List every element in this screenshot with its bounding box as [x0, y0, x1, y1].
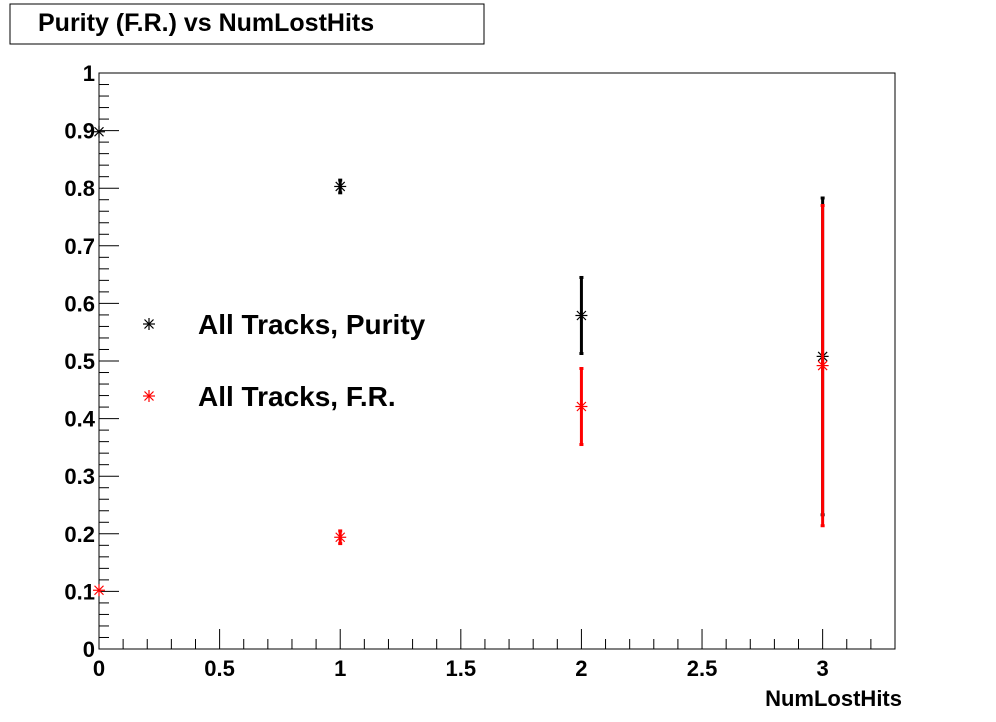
- x-tick-label: 2: [575, 656, 587, 681]
- y-tick-label: 0.6: [64, 291, 95, 316]
- chart-title-frame: [9, 3, 485, 45]
- y-tick-label: 0.5: [64, 349, 95, 374]
- data-point: [334, 531, 347, 544]
- y-tick-label: 0.2: [64, 522, 95, 547]
- x-tick-label: 0.5: [204, 656, 235, 681]
- data-point: [93, 584, 105, 597]
- plot-frame: [98, 72, 896, 650]
- x-tick-label: 1.5: [446, 656, 477, 681]
- y-tick-label: 0.4: [64, 407, 95, 432]
- y-tick-label: 0.9: [64, 119, 95, 144]
- data-point: [575, 400, 588, 413]
- legend: All Tracks, Purity All Tracks, F.R.: [143, 309, 426, 412]
- data-point: [575, 309, 588, 322]
- chart-title-box: Purity (F.R.) vs NumLostHits: [9, 3, 485, 45]
- y-tick-label: 0.8: [64, 176, 95, 201]
- data-point: [334, 180, 347, 193]
- x-tick-label: 1: [334, 656, 346, 681]
- legend-label-fr: All Tracks, F.R.: [198, 381, 396, 412]
- x-axis: 0 0.5 1 1.5 2 2.5 3: [93, 629, 896, 681]
- y-tick-label: 1: [83, 61, 95, 86]
- y-tick-label: 0.1: [64, 579, 95, 604]
- y-axis: 0 0.1 0.2 0.3 0.4 0.5 0.6 0.7 0.8 0.9 1: [64, 61, 119, 662]
- series-1: [93, 203, 829, 597]
- data-point: [816, 359, 829, 372]
- legend-asterisk: [143, 318, 155, 330]
- legend-marker-fr: [143, 390, 155, 402]
- legend-label-purity: All Tracks, Purity: [198, 309, 426, 340]
- legend-marker-purity: [143, 318, 155, 330]
- legend-asterisk: [143, 390, 155, 402]
- y-tick-label: 0.7: [64, 234, 95, 259]
- x-tick-label: 0: [93, 656, 105, 681]
- y-tick-label: 0: [83, 637, 95, 662]
- x-axis-label: NumLostHits: [765, 686, 902, 711]
- x-tick-label: 3: [817, 656, 829, 681]
- y-tick-label: 0.3: [64, 464, 95, 489]
- chart-title: Purity (F.R.) vs NumLostHits: [38, 9, 374, 37]
- series-layer: [93, 125, 829, 597]
- x-tick-label: 2.5: [687, 656, 718, 681]
- data-point: [93, 125, 105, 138]
